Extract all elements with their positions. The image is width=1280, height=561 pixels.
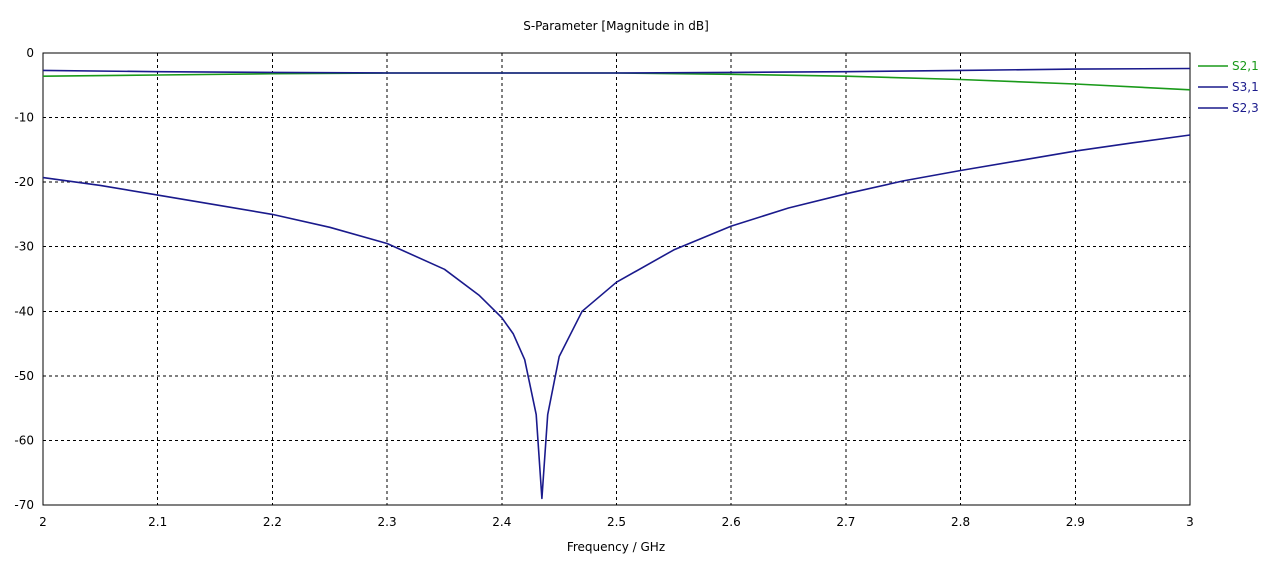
plot-frame bbox=[42, 52, 1191, 506]
x-tick-label: 2 bbox=[39, 515, 47, 529]
legend: S2,1 S3,1 S2,3 bbox=[1198, 59, 1259, 115]
y-tick-label: 0 bbox=[26, 46, 34, 60]
y-tick-label: -60 bbox=[14, 433, 34, 447]
grid bbox=[43, 53, 1190, 505]
x-tick-label: 2.5 bbox=[607, 515, 626, 529]
y-tick-label: -20 bbox=[14, 175, 34, 189]
y-tick-label: -30 bbox=[14, 240, 34, 254]
x-tick-label: 2.6 bbox=[722, 515, 741, 529]
y-tick-label: -70 bbox=[14, 498, 34, 512]
series-line-s2-1 bbox=[42, 72, 1191, 91]
x-tick-labels: 2 2.1 2.2 2.3 2.4 2.5 2.6 2.7 2.8 2.9 3 bbox=[39, 515, 1194, 529]
series-line-s3-1 bbox=[42, 67, 1191, 74]
legend-label: S3,1 bbox=[1232, 80, 1259, 94]
x-tick-label: 2.2 bbox=[263, 515, 282, 529]
y-tick-label: -10 bbox=[14, 111, 34, 125]
legend-label: S2,3 bbox=[1232, 101, 1259, 115]
x-tick-label: 2.9 bbox=[1066, 515, 1085, 529]
x-tick-label: 2.3 bbox=[378, 515, 397, 529]
chart-title: S-Parameter [Magnitude in dB] bbox=[523, 19, 709, 33]
x-tick-label: 2.7 bbox=[836, 515, 855, 529]
x-tick-label: 3 bbox=[1186, 515, 1194, 529]
y-tick-label: -40 bbox=[14, 304, 34, 318]
y-tick-labels: 0 -10 -20 -30 -40 -50 -60 -70 bbox=[14, 46, 34, 512]
series-layer bbox=[42, 67, 1191, 500]
y-tick-label: -50 bbox=[14, 369, 34, 383]
series-line-s2-3 bbox=[42, 134, 1191, 500]
x-tick-label: 2.1 bbox=[148, 515, 167, 529]
x-axis-label: Frequency / GHz bbox=[567, 540, 665, 554]
x-tick-label: 2.8 bbox=[951, 515, 970, 529]
legend-label: S2,1 bbox=[1232, 59, 1259, 73]
x-tick-label: 2.4 bbox=[492, 515, 511, 529]
